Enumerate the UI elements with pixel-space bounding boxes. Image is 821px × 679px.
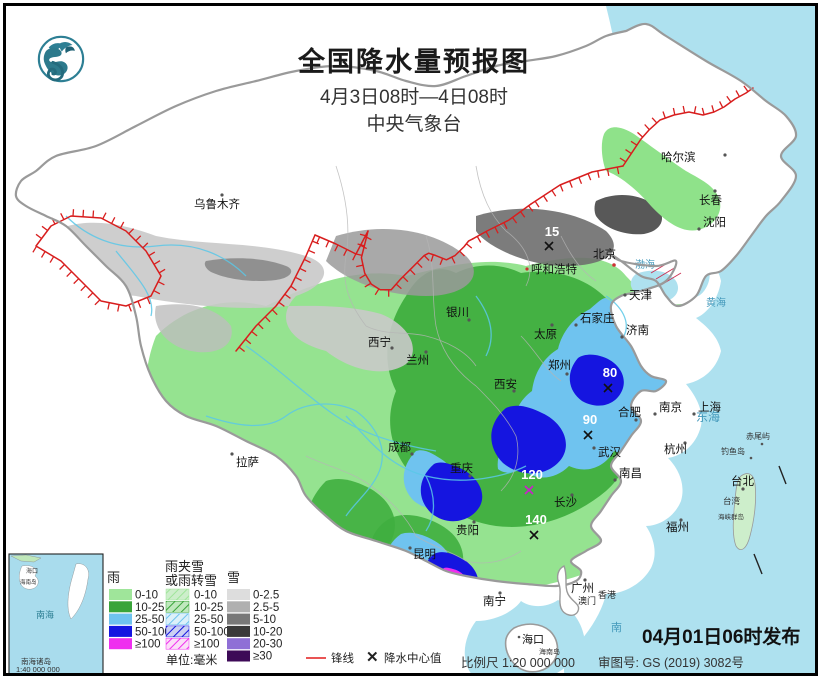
svg-text:海南岛: 海南岛 [539, 647, 560, 656]
svg-text:黄海: 黄海 [706, 296, 726, 309]
svg-text:北京: 北京 [593, 247, 616, 261]
svg-text:上海: 上海 [698, 400, 721, 414]
svg-text:南: 南 [611, 621, 622, 634]
svg-text:乌鲁木齐: 乌鲁木齐 [194, 197, 240, 211]
svg-text:长沙: 长沙 [554, 496, 577, 509]
svg-text:台湾: 台湾 [723, 496, 741, 506]
svg-text:台北: 台北 [731, 474, 754, 488]
svg-text:比例尺 1:20 000 000: 比例尺 1:20 000 000 [461, 656, 575, 670]
svg-text:雪: 雪 [227, 570, 240, 585]
svg-text:15: 15 [545, 224, 559, 239]
svg-text:2.5-5: 2.5-5 [253, 602, 279, 614]
svg-text:0-10: 0-10 [135, 590, 158, 602]
svg-text:哈尔滨: 哈尔滨 [661, 150, 696, 164]
svg-text:长春: 长春 [699, 194, 722, 207]
svg-text:赤尾屿: 赤尾屿 [746, 432, 770, 441]
svg-text:25-50: 25-50 [135, 614, 164, 626]
svg-text:澳门: 澳门 [578, 595, 596, 606]
svg-text:昆明: 昆明 [413, 548, 436, 561]
svg-text:10-20: 10-20 [253, 626, 282, 638]
svg-text:福州: 福州 [666, 520, 689, 534]
svg-text:10-25: 10-25 [135, 602, 164, 614]
svg-text:石家庄: 石家庄 [580, 311, 615, 325]
svg-text:雨: 雨 [107, 570, 120, 585]
svg-text:西安: 西安 [494, 377, 517, 391]
svg-text:重庆: 重庆 [450, 461, 473, 475]
svg-text:南昌: 南昌 [619, 466, 642, 480]
svg-text:50-100: 50-100 [194, 626, 230, 638]
svg-text:≥100: ≥100 [194, 639, 220, 651]
svg-text:25-50: 25-50 [194, 614, 223, 626]
svg-text:50-100: 50-100 [135, 626, 171, 638]
svg-text:锋线: 锋线 [331, 651, 354, 665]
svg-text:≥100: ≥100 [135, 639, 161, 651]
svg-text:武汉: 武汉 [598, 446, 621, 459]
svg-text:审图号: GS (2019) 3082号: 审图号: GS (2019) 3082号 [598, 655, 744, 670]
svg-text:南京: 南京 [659, 400, 682, 414]
svg-text:南宁: 南宁 [483, 594, 506, 608]
svg-text:拉萨: 拉萨 [236, 455, 259, 469]
svg-text:西宁: 西宁 [368, 335, 391, 349]
svg-text:120: 120 [521, 467, 543, 482]
svg-text:海南岛: 海南岛 [20, 578, 37, 586]
svg-text:5-10: 5-10 [253, 614, 276, 626]
svg-text:✕: ✕ [366, 649, 379, 666]
svg-text:20-30: 20-30 [253, 639, 282, 651]
svg-text:海峡群岛: 海峡群岛 [718, 512, 744, 521]
svg-text:90: 90 [583, 412, 597, 427]
svg-text:或雨转雪: 或雨转雪 [165, 573, 217, 588]
svg-text:海口: 海口 [26, 567, 38, 575]
svg-text:郑州: 郑州 [548, 358, 571, 372]
svg-text:兰州: 兰州 [406, 354, 429, 367]
svg-text:雨夹雪: 雨夹雪 [165, 559, 204, 574]
svg-text:杭州: 杭州 [664, 442, 687, 456]
svg-text:1:40 000 000: 1:40 000 000 [16, 665, 60, 674]
svg-text:80: 80 [603, 365, 617, 380]
svg-text:10-25: 10-25 [194, 602, 223, 614]
svg-text:降水中心值: 降水中心值 [384, 651, 442, 665]
svg-text:单位:毫米: 单位:毫米 [166, 652, 217, 667]
svg-text:天津: 天津 [629, 289, 652, 302]
svg-text:济南: 济南 [626, 323, 649, 337]
svg-text:04月01日06时发布: 04月01日06时发布 [642, 625, 800, 648]
svg-text:广州: 广州 [571, 582, 594, 595]
svg-text:呼和浩特: 呼和浩特 [531, 262, 577, 276]
svg-text:钓鱼岛: 钓鱼岛 [721, 446, 745, 456]
svg-text:140: 140 [525, 512, 547, 527]
svg-text:成都: 成都 [388, 441, 411, 454]
svg-text:0-10: 0-10 [194, 590, 217, 602]
svg-text:合肥: 合肥 [618, 405, 641, 419]
svg-text:海口: 海口 [522, 632, 544, 646]
svg-text:太原: 太原 [534, 328, 557, 341]
svg-text:香港: 香港 [598, 589, 616, 600]
svg-text:银川: 银川 [446, 305, 469, 319]
svg-text:全国降水量预报图: 全国降水量预报图 [297, 46, 530, 77]
svg-text:贵阳: 贵阳 [456, 524, 479, 537]
svg-text:中央气象台: 中央气象台 [366, 113, 461, 135]
svg-text:沈阳: 沈阳 [703, 215, 726, 229]
svg-text:4月3日08时—4日08时: 4月3日08时—4日08时 [320, 86, 508, 108]
svg-text:南海: 南海 [36, 609, 54, 620]
svg-text:≥30: ≥30 [253, 651, 272, 663]
svg-text:0-2.5: 0-2.5 [253, 590, 279, 602]
